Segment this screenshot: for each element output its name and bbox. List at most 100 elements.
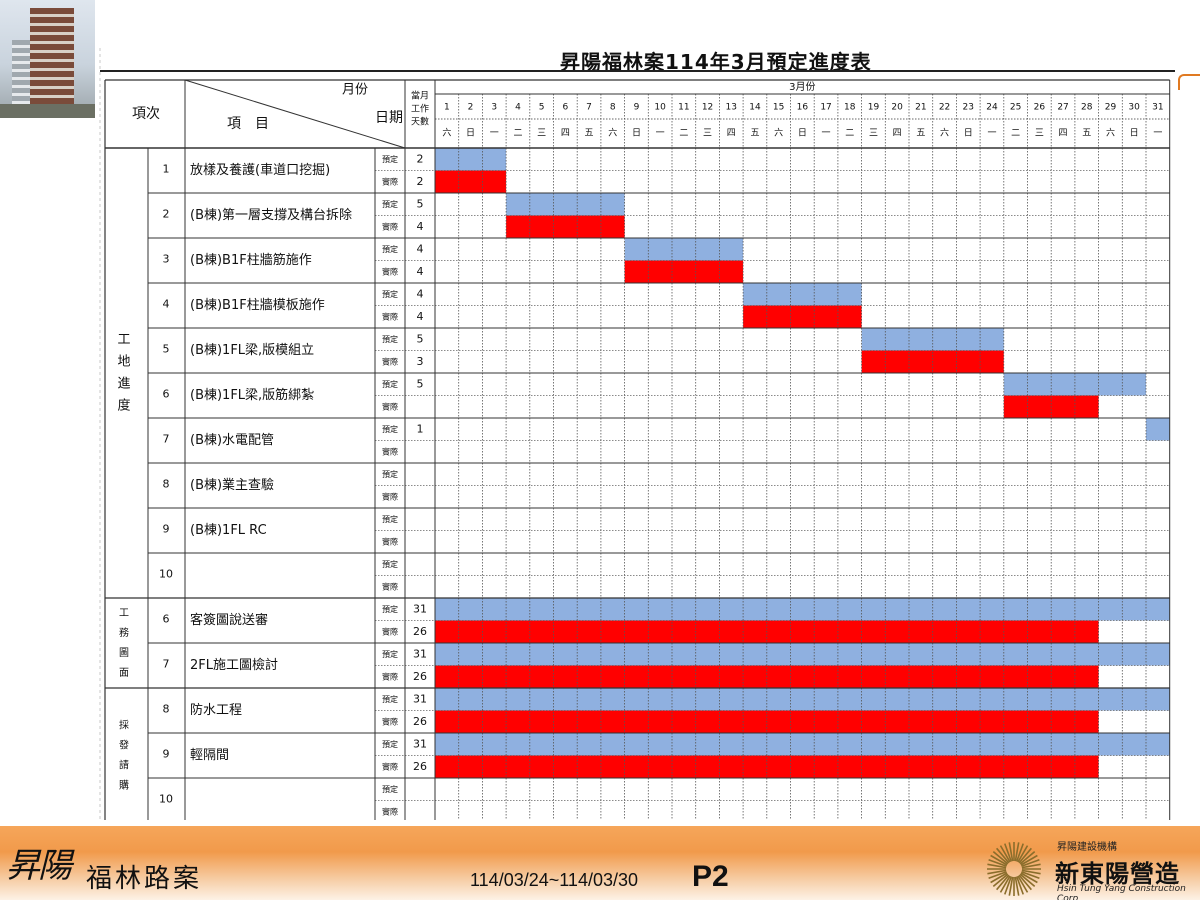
actual-row-label: 實際 <box>382 356 398 366</box>
footer-band: 昇陽 福林路案 114/03/24~114/03/30 P2 <box>0 826 1200 900</box>
company-group-name: 昇陽建設機構 <box>1057 842 1117 853</box>
actual-row-label: 實際 <box>382 311 398 321</box>
weekday-label: 一 <box>822 129 831 139</box>
company-name: 新東陽營造 <box>1055 859 1180 888</box>
weekday-label: 二 <box>845 129 854 139</box>
header-workdays-label: 當月 <box>411 90 429 102</box>
actual-days: 26 <box>413 715 427 728</box>
day-number: 11 <box>678 103 689 113</box>
weekday-label: 四 <box>1059 129 1068 139</box>
gantt-bar-plan <box>435 598 1170 621</box>
sunburst-ray <box>987 869 1007 875</box>
gantt-bar-plan <box>624 238 744 261</box>
report-date-range: 114/03/24~114/03/30 <box>470 870 638 890</box>
task-number: 10 <box>159 568 173 581</box>
sunburst-ray <box>1017 875 1029 893</box>
sunburst-ray <box>1019 873 1036 887</box>
task-number: 4 <box>163 298 170 311</box>
section-label-char: 請 <box>119 759 129 772</box>
actual-days: 26 <box>413 670 427 683</box>
weekday-label: 日 <box>798 128 807 139</box>
section-label-char: 工 <box>117 333 130 348</box>
sunburst-ray <box>1018 874 1032 891</box>
day-number: 1 <box>444 103 450 113</box>
weekday-label: 日 <box>632 128 641 139</box>
weekday-label: 一 <box>656 129 665 139</box>
task-name: 放樣及養護(車道口挖掘) <box>190 162 330 178</box>
actual-row-label: 實際 <box>382 581 398 591</box>
weekday-label: 日 <box>964 128 973 139</box>
day-number: 17 <box>820 103 831 113</box>
plan-row-label: 預定 <box>382 154 398 164</box>
weekday-label: 三 <box>1035 129 1044 139</box>
task-name: 輕隔間 <box>190 748 229 763</box>
plan-row-label: 預定 <box>382 514 398 524</box>
day-number: 30 <box>1128 103 1140 113</box>
task-number: 6 <box>163 388 170 401</box>
weekday-label: 六 <box>1106 127 1115 139</box>
weekday-label: 四 <box>893 129 902 139</box>
weekday-label: 五 <box>1082 129 1091 139</box>
day-number: 12 <box>702 103 713 113</box>
plan-days: 31 <box>413 602 427 615</box>
gantt-bar-plan <box>435 688 1170 711</box>
company-logo: 昇陽建設機構 新東陽營造 Hsin Tung Yang Construction… <box>985 836 1195 900</box>
weekday-label: 一 <box>987 129 996 139</box>
weekday-label: 六 <box>940 127 949 139</box>
weekday-label: 五 <box>585 129 594 139</box>
task-number: 6 <box>163 613 170 626</box>
header-item-no: 項次 <box>132 106 160 122</box>
day-number: 23 <box>963 103 974 113</box>
day-number: 15 <box>773 103 784 113</box>
plan-row-label: 預定 <box>382 199 398 209</box>
sunburst-ray <box>1021 863 1041 869</box>
actual-days: 2 <box>417 175 424 188</box>
weekday-label: 四 <box>561 129 570 139</box>
weekday-label: 一 <box>490 129 499 139</box>
task-number: 8 <box>163 478 170 491</box>
sunburst-ray <box>1021 870 1040 879</box>
plan-days: 2 <box>417 152 424 165</box>
actual-row-label: 實際 <box>382 716 398 726</box>
day-number: 21 <box>915 103 926 113</box>
actual-row-label: 實際 <box>382 626 398 636</box>
weekday-label: 一 <box>1153 129 1162 139</box>
right-decoration-corner <box>1178 74 1200 90</box>
task-name: (B棟)水電配管 <box>190 433 274 448</box>
section-label-char: 工 <box>119 608 129 619</box>
section-label-char: 地 <box>117 355 130 370</box>
day-number: 6 <box>562 103 568 113</box>
sunburst-ray <box>1020 872 1038 884</box>
sunburst-ray <box>1004 843 1013 862</box>
plan-row-label: 預定 <box>382 784 398 794</box>
day-number: 27 <box>1057 103 1068 113</box>
company-english-name: Hsin Tung Yang Construction Corp <box>1057 884 1186 900</box>
section-label-char: 度 <box>117 398 130 414</box>
gantt-bar-plan <box>1003 373 1146 396</box>
actual-days: 4 <box>417 220 424 233</box>
plan-row-label: 預定 <box>382 694 398 704</box>
sunburst-ray <box>988 859 1007 868</box>
plan-days: 31 <box>413 647 427 660</box>
plan-days: 5 <box>417 377 424 390</box>
page-number: P2 <box>692 860 729 893</box>
sunburst-ray <box>999 845 1011 863</box>
plan-row-label: 預定 <box>382 469 398 479</box>
day-number: 19 <box>868 103 880 113</box>
title-rule <box>100 70 1175 72</box>
gantt-bar-plan <box>435 643 1170 666</box>
sunburst-ray <box>1017 845 1029 863</box>
day-number: 8 <box>610 103 616 113</box>
day-number: 5 <box>539 103 545 113</box>
section-label-char: 採 <box>119 719 129 732</box>
section-label-char: 圖 <box>119 647 129 659</box>
actual-days: 26 <box>413 625 427 638</box>
sunburst-ray <box>990 854 1008 866</box>
day-number: 18 <box>844 103 856 113</box>
actual-row-label: 實際 <box>382 401 398 411</box>
actual-row-label: 實際 <box>382 806 398 816</box>
plan-days: 1 <box>417 422 424 435</box>
weekday-label: 五 <box>750 129 759 139</box>
weekday-label: 三 <box>869 129 878 139</box>
